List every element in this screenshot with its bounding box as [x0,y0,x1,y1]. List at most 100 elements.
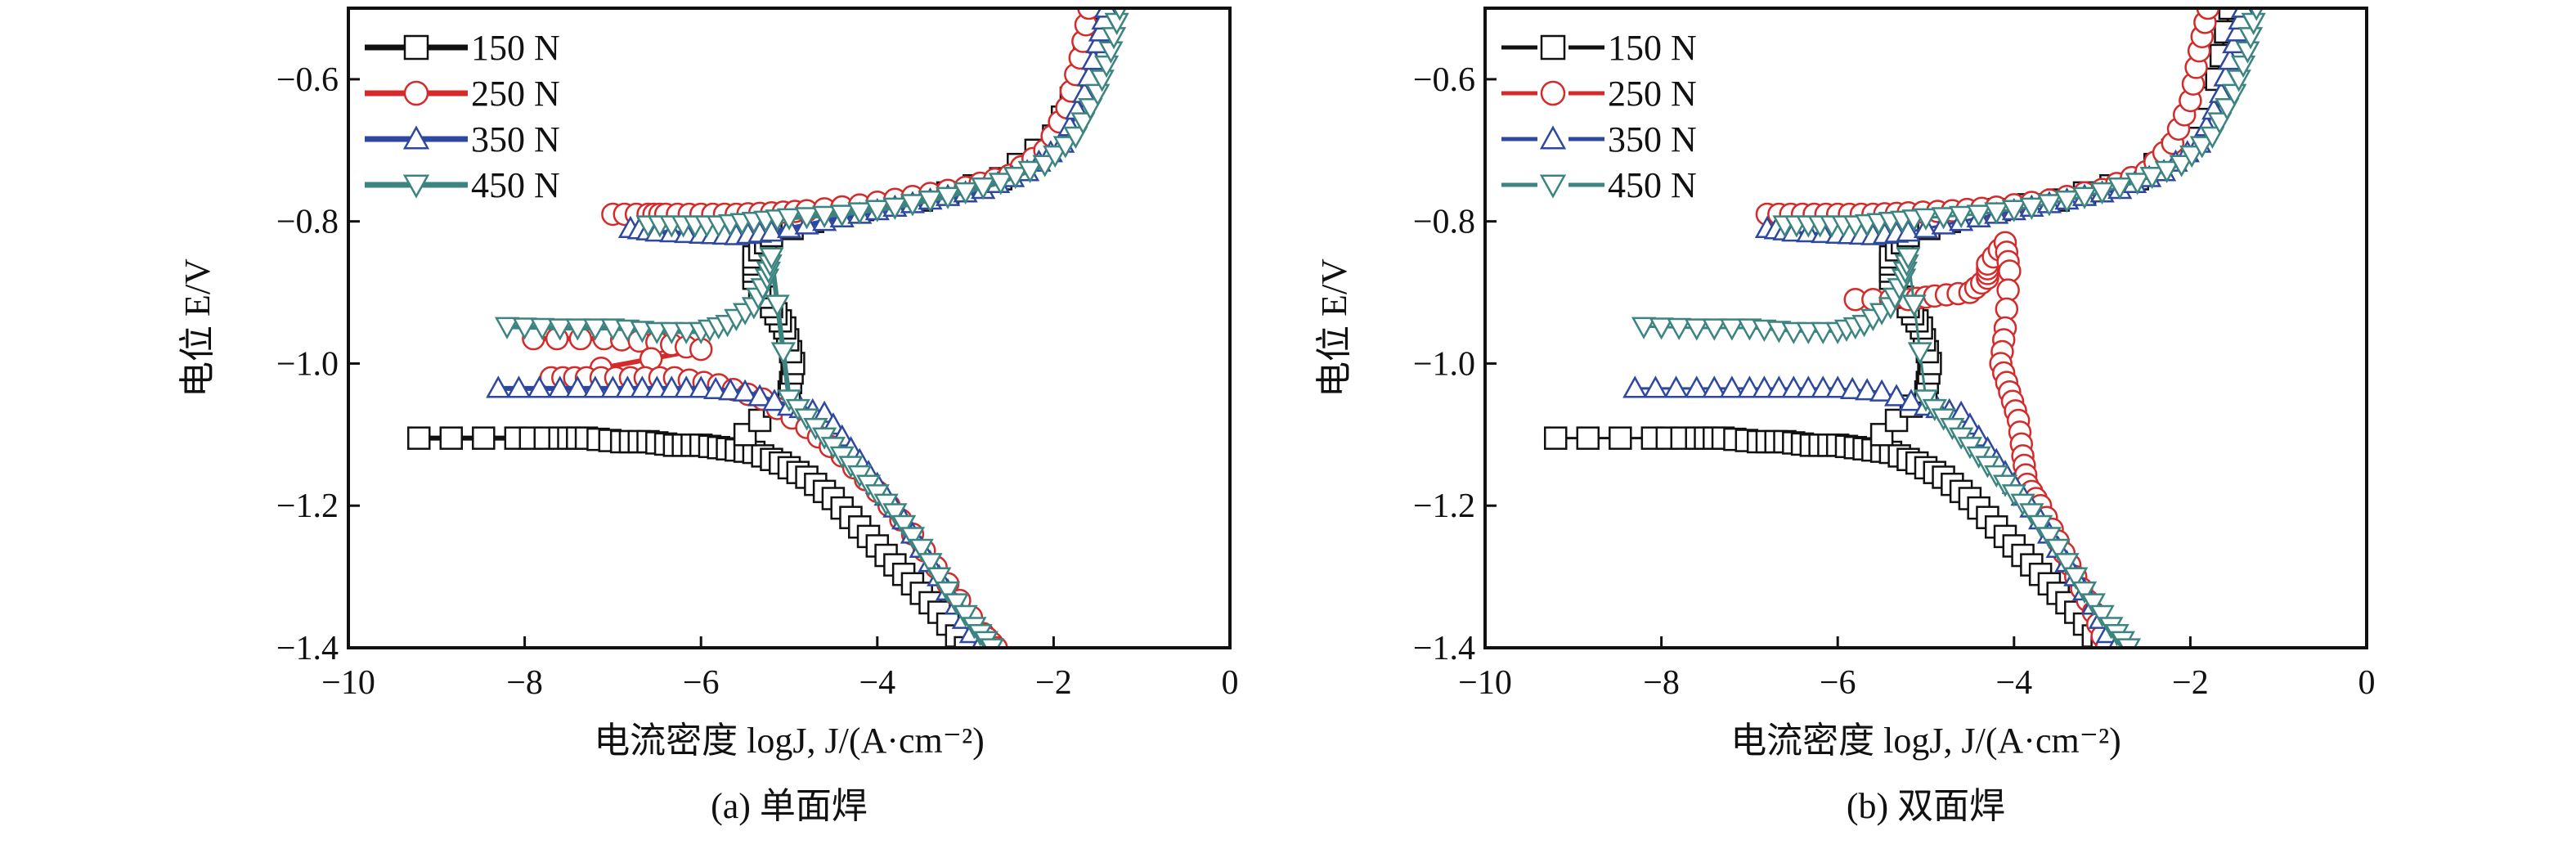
data-point [953,604,978,628]
data-point [765,294,790,317]
data-point [2045,538,2071,561]
data-point [406,426,431,450]
legend-label: 250 N [1608,74,1697,114]
data-point [2215,97,2240,121]
data-point [1825,375,1851,398]
data-point [2207,112,2233,135]
x-tick-label: −10 [1458,664,1512,702]
data-point [953,182,978,205]
data-point [1796,321,1821,344]
data-point [1052,136,1078,159]
data-point [1896,247,1921,270]
data-point [2154,160,2179,183]
data-point [2036,194,2062,217]
data-point [1840,376,1865,399]
panel-caption: (b) 双面焊 [1847,786,2005,826]
data-point [644,375,670,398]
data-point [2107,177,2133,200]
data-point [1070,112,1096,135]
data-point [759,247,784,270]
plot-area [406,8,1129,648]
data-point [909,538,934,561]
data-point [1077,8,1101,20]
data-point [674,375,699,398]
data-point [1898,389,1924,411]
legend-marker [1539,125,1567,150]
y-tick-label: −1.0 [1413,345,1475,383]
legend-marker [1540,34,1566,61]
legend-marker [1539,174,1567,199]
data-point [472,426,496,450]
data-point [2179,145,2205,168]
y-tick-label: −0.8 [1413,204,1475,241]
data-point [1649,317,1674,340]
data-point [811,205,837,228]
data-point [829,204,855,227]
data-point [506,375,532,398]
data-point [547,375,572,398]
data-point [1737,375,1762,398]
data-point [864,200,890,222]
data-point [1684,318,1709,341]
data-point [882,503,908,526]
data-point [1719,318,1744,341]
data-point [2080,593,2106,616]
data-point [1078,97,1103,121]
data-point [944,593,969,616]
x-tick-label: −4 [859,664,895,702]
y-tick-label: −1.2 [276,487,339,525]
data-point [547,318,572,341]
legend-marker [1540,80,1566,106]
data-point [900,527,926,550]
data-point [1966,204,1991,227]
data-point [630,375,655,398]
data-point [1631,317,1657,339]
plot-area [1543,8,2266,648]
y-axis-label: 电位 E/V [1314,258,1354,398]
data-point [2028,514,2053,537]
data-point [1883,384,1910,407]
data-point [1948,205,1974,228]
x-axis-label: 电流密度 logJ, J/(A·cm⁻²) [1730,721,2121,761]
data-point [1855,378,1880,401]
data-point [2036,527,2062,550]
data-point [1643,375,1668,398]
legend-marker [403,34,429,61]
data-point [530,317,555,340]
y-tick-label: −0.8 [276,204,339,241]
data-point [2116,638,2142,648]
panel-caption: (a) 单面焊 [711,786,868,826]
data-point [1781,375,1806,398]
data-point [2063,567,2089,590]
legend-label: 350 N [471,119,560,159]
data-point [935,186,961,209]
panel-b: −10 −8 −6 −4 −2 0 −0.6 −0.8 −1.0 −1.2 −1.4 电流密度 log… [1314,7,2376,826]
data-point [927,567,952,590]
legend-label: 450 N [471,165,560,205]
data-point [935,581,961,604]
legend-label: 150 N [1608,28,1697,68]
data-point [794,207,819,230]
data-point [2071,581,2098,604]
data-point [1576,426,1600,450]
data-point [918,190,943,213]
axes-frame [347,7,1232,649]
x-tick-label: 0 [1222,664,1239,702]
data-point [565,375,590,398]
y-tick-label: −1.4 [1413,630,1475,667]
data-point [582,318,608,341]
data-point [1003,166,1028,190]
data-point [2196,8,2220,20]
data-point [900,194,926,217]
data-point [988,173,1013,195]
data-point [1913,208,1939,231]
data-point [674,321,699,344]
data-point [1719,375,1744,398]
data-point [2189,136,2215,159]
data-point [2089,182,2115,205]
data-point [1622,375,1648,398]
data-point [527,375,552,398]
data-point [776,208,802,231]
data-point [565,318,590,341]
